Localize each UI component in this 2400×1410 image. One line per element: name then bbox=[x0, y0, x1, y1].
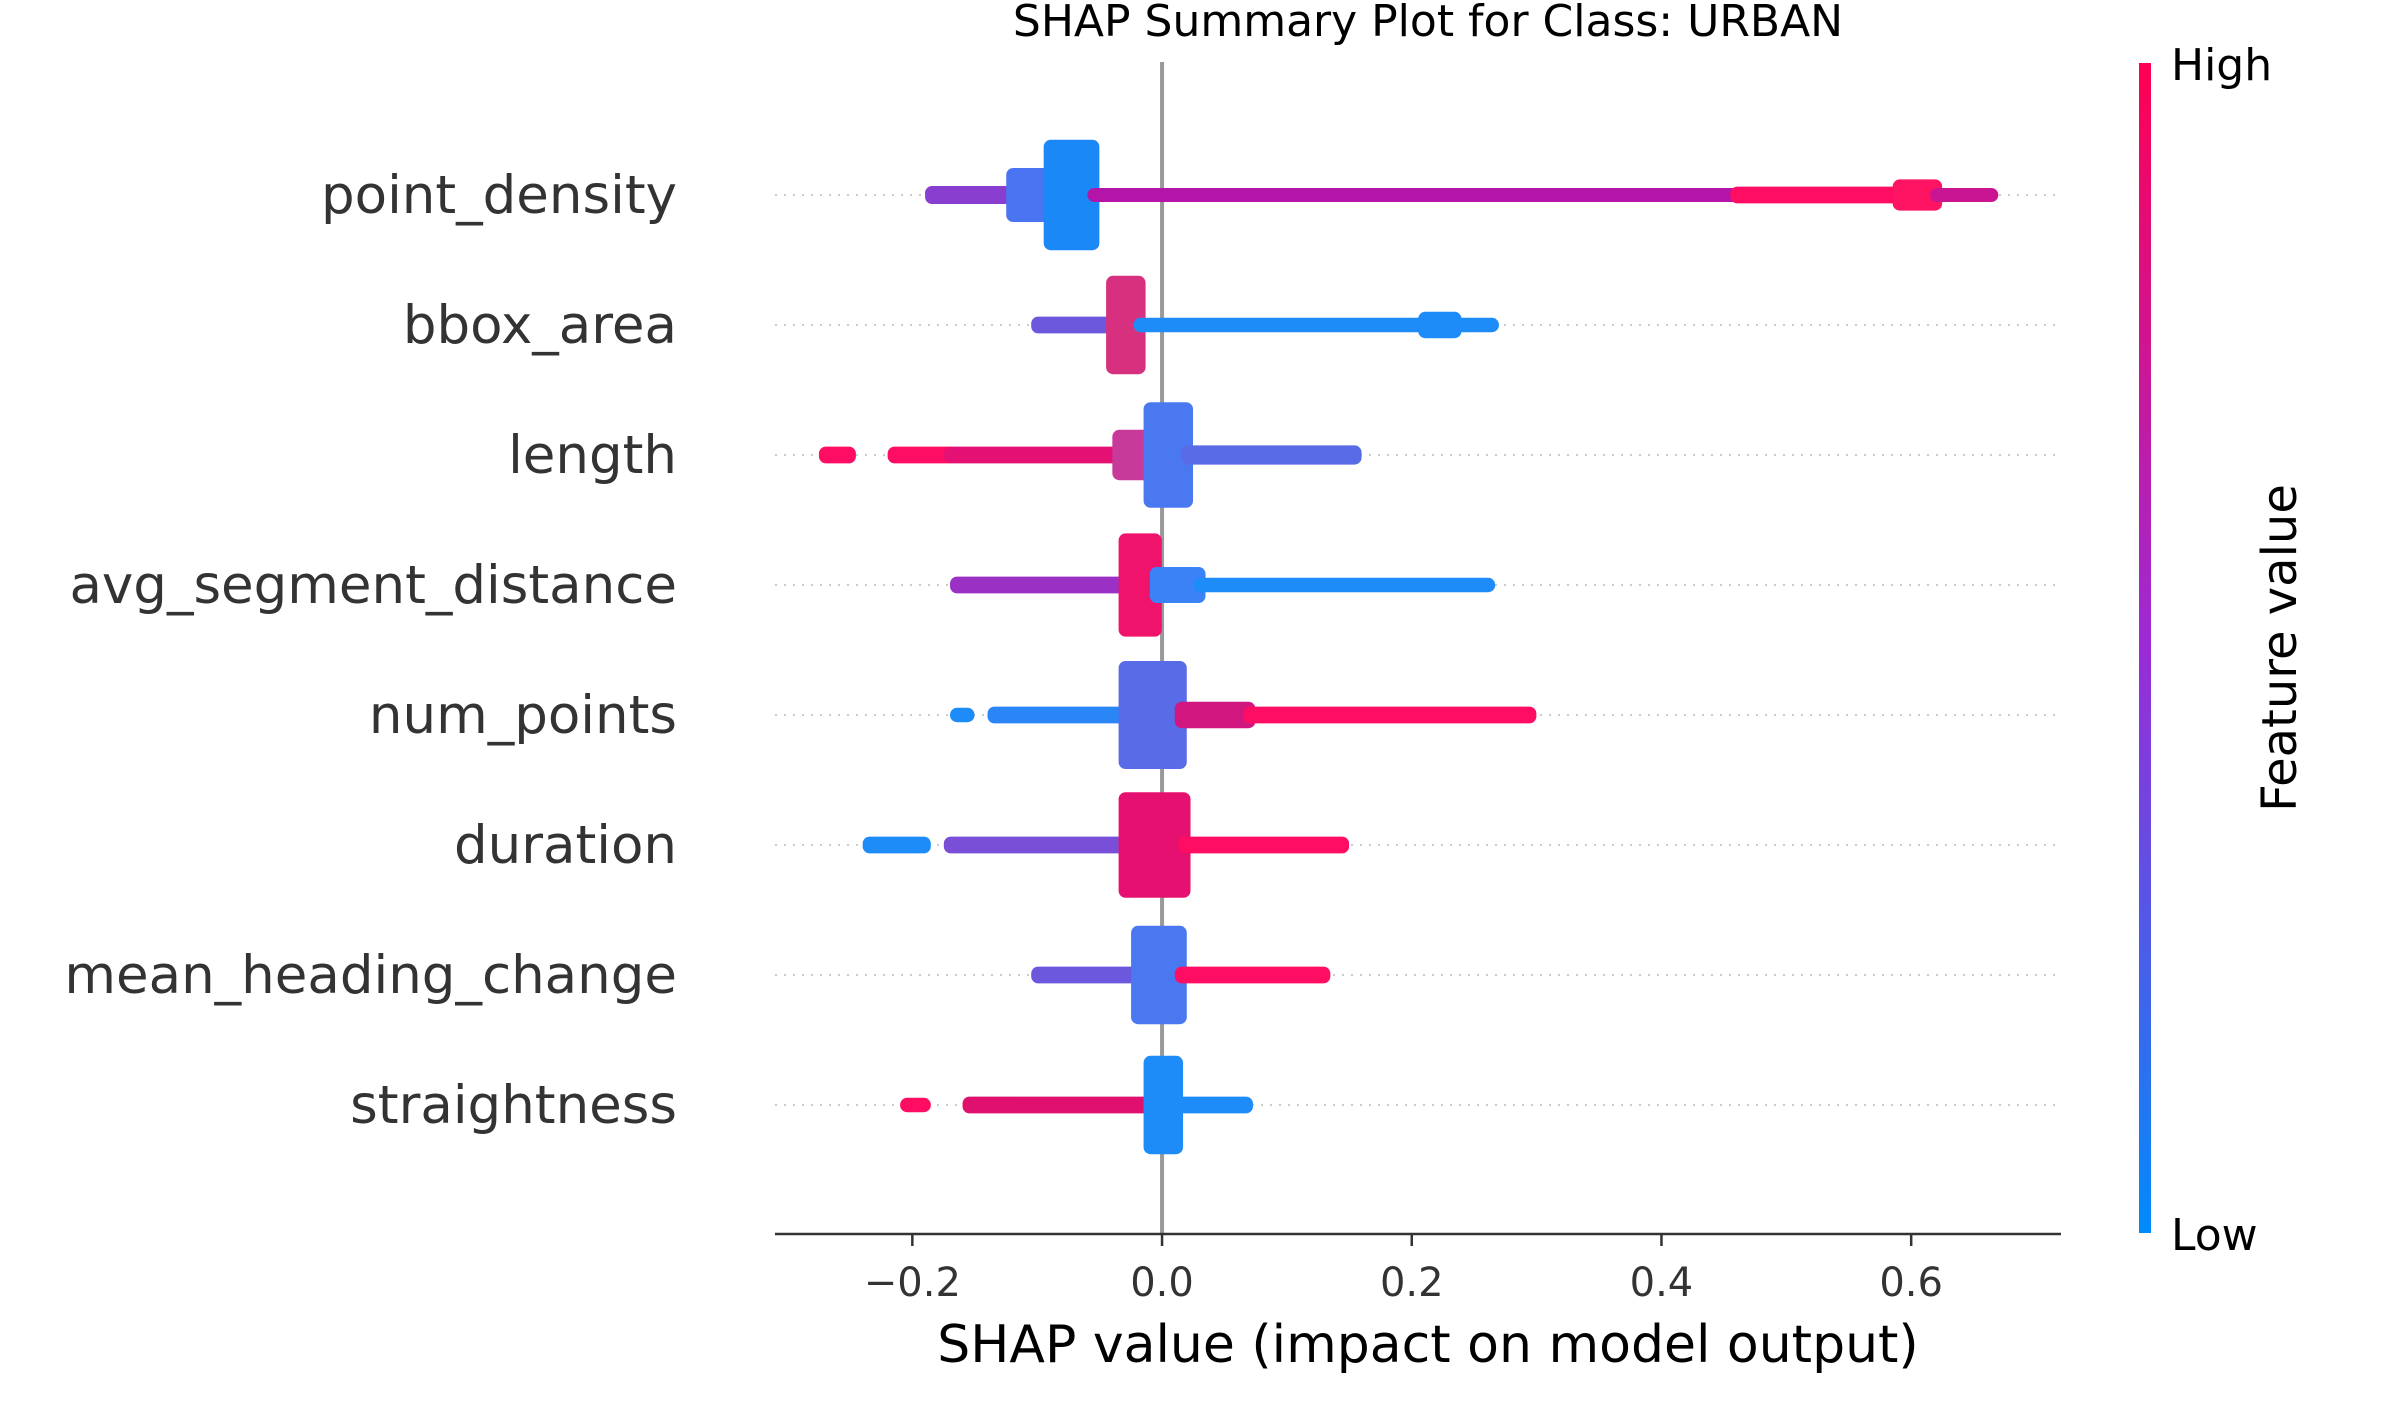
shap-point-cluster bbox=[1892, 179, 1943, 211]
feature-beeswarm bbox=[925, 139, 1999, 251]
shap-point-cluster bbox=[1133, 317, 1431, 333]
feature-beeswarm bbox=[900, 1055, 1253, 1155]
colorbar-label: Feature value bbox=[2252, 484, 2308, 812]
shap-point-cluster bbox=[1174, 966, 1331, 984]
shap-point-cluster bbox=[862, 836, 931, 854]
shap-point-cluster bbox=[925, 186, 1019, 204]
shap-point-cluster bbox=[1043, 139, 1100, 251]
shap-point-cluster bbox=[1118, 533, 1162, 637]
chart-title: SHAP Summary Plot for Class: URBAN bbox=[1013, 0, 1843, 47]
shap-point-cluster bbox=[887, 446, 956, 464]
shap-point-cluster bbox=[987, 706, 1131, 724]
feature-label: num_points bbox=[369, 685, 677, 746]
shap-point-cluster bbox=[943, 446, 1125, 464]
shap-point-cluster bbox=[1118, 661, 1187, 769]
shap-point-cluster bbox=[1449, 317, 1499, 333]
shap-point-cluster bbox=[1006, 168, 1056, 222]
x-tick-label: 0.4 bbox=[1630, 1260, 1694, 1306]
shap-point-cluster bbox=[1149, 567, 1206, 603]
shap-point-cluster bbox=[1193, 577, 1496, 593]
shap-point-cluster bbox=[950, 576, 1131, 594]
feature-beeswarm bbox=[950, 661, 1537, 769]
colorbar-low-label: Low bbox=[2171, 1210, 2258, 1261]
shap-point-cluster bbox=[1143, 1055, 1184, 1155]
shap-point-cluster bbox=[1243, 706, 1537, 724]
feature-beeswarm bbox=[1031, 925, 1331, 1025]
feature-beeswarm bbox=[818, 402, 1362, 508]
feature-label: avg_segment_distance bbox=[69, 555, 677, 616]
x-tick-label: −0.2 bbox=[864, 1260, 961, 1306]
shap-point-cluster bbox=[1171, 1096, 1253, 1114]
shap-point-cluster bbox=[1174, 701, 1256, 729]
shap-point-cluster bbox=[1730, 186, 1905, 204]
shap-point-cluster bbox=[1118, 792, 1191, 898]
shap-point-cluster bbox=[1178, 836, 1350, 854]
shap-point-cluster bbox=[1181, 445, 1362, 465]
shap-point-cluster bbox=[943, 836, 1131, 854]
x-tick-label: 0.6 bbox=[1879, 1260, 1943, 1306]
feature-label: mean_heading_change bbox=[64, 945, 677, 1006]
shap-point-cluster bbox=[900, 1097, 931, 1113]
x-tick-label: 0.0 bbox=[1130, 1260, 1194, 1306]
feature-label: duration bbox=[454, 815, 677, 876]
shap-point-cluster bbox=[950, 707, 975, 723]
shap-point-cluster bbox=[1106, 275, 1146, 375]
feature-label: straightness bbox=[350, 1075, 677, 1136]
x-axis-ticks: −0.2 0.0 0.2 0.4 0.6 bbox=[864, 1234, 1943, 1306]
feature-beeswarm bbox=[950, 533, 1496, 637]
shap-point-cluster bbox=[962, 1096, 1156, 1114]
shap-point-cluster bbox=[818, 446, 856, 464]
shap-point-cluster bbox=[1131, 925, 1187, 1025]
shap-point-cluster bbox=[1418, 311, 1462, 339]
shap-point-cluster bbox=[1143, 402, 1194, 508]
feature-label: length bbox=[508, 425, 677, 486]
shap-point-cluster bbox=[1087, 188, 1743, 202]
shap-point-cluster bbox=[1930, 188, 1999, 202]
shap-point-cluster bbox=[1031, 966, 1144, 984]
feature-beeswarm bbox=[862, 792, 1350, 898]
x-axis-label: SHAP value (impact on model output) bbox=[937, 1315, 1918, 1375]
feature-beeswarm bbox=[1031, 275, 1499, 375]
feature-label: bbox_area bbox=[403, 295, 677, 356]
shap-point-cluster bbox=[1031, 316, 1119, 334]
colorbar bbox=[2139, 63, 2151, 1233]
x-tick-label: 0.2 bbox=[1380, 1260, 1444, 1306]
colorbar-high-label: High bbox=[2171, 40, 2272, 91]
feature-label: point_density bbox=[321, 165, 677, 226]
